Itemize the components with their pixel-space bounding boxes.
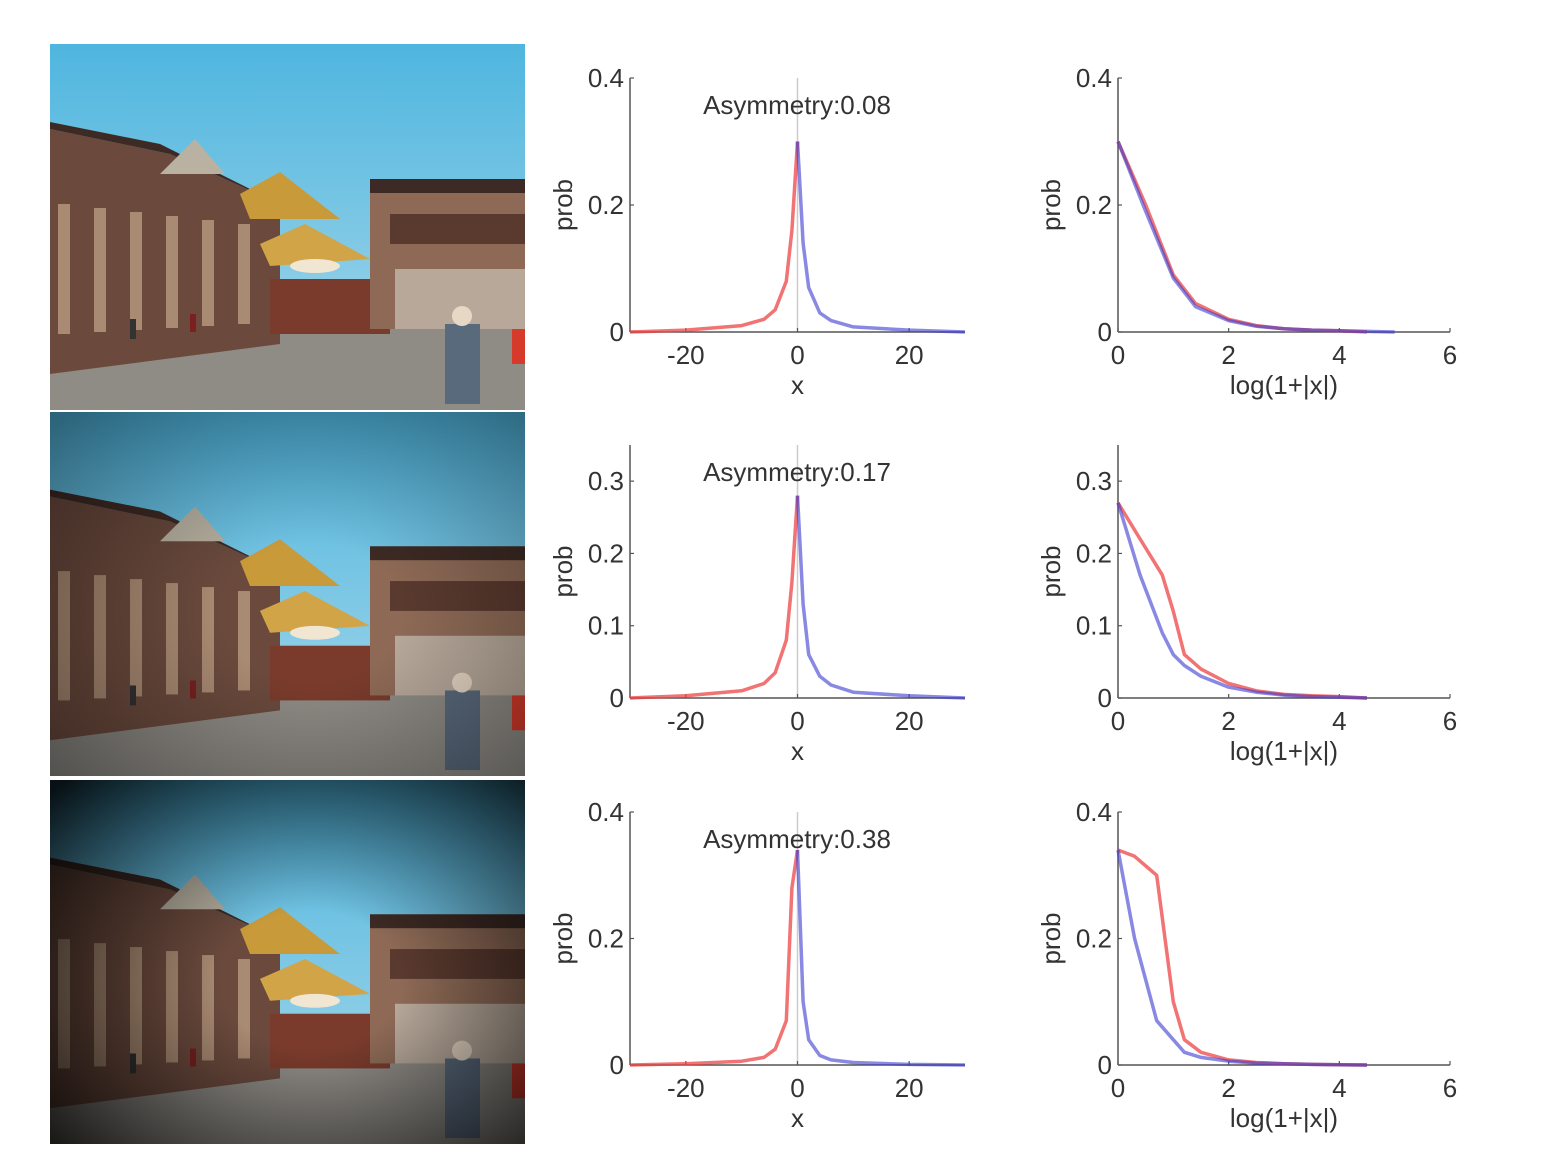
series-line-red <box>1116 501 1368 700</box>
x-axis-label: x <box>791 736 804 766</box>
y-tick-label: 0.3 <box>1076 466 1112 496</box>
y-axis-label: prob <box>548 179 578 231</box>
vignette-overlay <box>50 412 525 776</box>
x-tick-label: 2 <box>1221 1073 1235 1103</box>
series-line-blue <box>1116 502 1368 700</box>
y-tick-label: 0.1 <box>588 611 624 641</box>
series-line-blue <box>1116 849 1368 1067</box>
vignette-overlay <box>50 780 525 1144</box>
chart-row3-log: 0 0.2 0.4 0 2 4 6 log(1+|x|) prob <box>1036 797 1457 1133</box>
y-tick-label: 0 <box>610 317 624 347</box>
y-axis-label: prob <box>548 545 578 597</box>
x-tick-label: 0 <box>1111 1073 1125 1103</box>
y-tick-label: 0 <box>1098 1050 1112 1080</box>
y-axis-label: prob <box>548 912 578 964</box>
x-axis-label: log(1+|x|) <box>1230 1103 1338 1133</box>
y-tick-label: 0.4 <box>1076 797 1112 827</box>
y-tick-label: 0 <box>1098 317 1112 347</box>
chart-row2-linear: 0 0.1 0.2 0.3 -20 0 20 x prob Asymmetry:0.17 <box>548 445 966 766</box>
x-tick-label: 0 <box>790 340 804 370</box>
x-axis-label: x <box>791 1103 804 1133</box>
asymmetry-annotation: Asymmetry:0.17 <box>703 457 891 487</box>
y-tick-label: 0.4 <box>1076 63 1112 93</box>
y-tick-label: 0.2 <box>1076 924 1112 954</box>
series-line-red <box>629 849 800 1067</box>
y-tick-label: 0.1 <box>1076 611 1112 641</box>
x-tick-label: 4 <box>1332 706 1346 736</box>
series-line-blue <box>795 141 966 334</box>
chart-row2-log: 0 0.1 0.2 0.3 0 2 4 6 log(1+|x|) prob <box>1036 445 1457 766</box>
y-tick-label: 0 <box>610 683 624 713</box>
chart-row3-linear: 0 0.2 0.4 -20 0 20 x prob Asymmetry:0.38 <box>548 797 966 1133</box>
photo-strong-vignette <box>50 780 525 1144</box>
chart-row1-linear: 0 0.2 0.4 -20 0 20 x prob Asymmetry:0.08 <box>548 63 966 400</box>
y-tick-label: 0.2 <box>588 190 624 220</box>
series-line-red <box>1117 848 1368 1067</box>
y-tick-label: 0.2 <box>588 538 624 568</box>
photo-original <box>50 44 525 410</box>
series-line-blue <box>1116 140 1395 334</box>
x-tick-label: 20 <box>895 340 924 370</box>
y-tick-label: 0.3 <box>588 466 624 496</box>
x-tick-label: 6 <box>1443 706 1457 736</box>
y-axis-label: prob <box>1036 179 1066 231</box>
x-tick-label: 0 <box>1111 340 1125 370</box>
x-axis-label: x <box>791 370 804 400</box>
x-tick-label: 6 <box>1443 340 1457 370</box>
chart-row1-log: 0 0.2 0.4 0 2 4 6 log(1+|x|) prob <box>1036 63 1457 400</box>
series-line-blue <box>795 495 966 700</box>
y-tick-label: 0.2 <box>1076 538 1112 568</box>
x-tick-label: -20 <box>667 1073 705 1103</box>
x-tick-label: 0 <box>790 706 804 736</box>
asymmetry-annotation: Asymmetry:0.38 <box>703 824 891 854</box>
x-axis-label: log(1+|x|) <box>1230 370 1338 400</box>
x-tick-label: 2 <box>1221 706 1235 736</box>
x-axis-label: log(1+|x|) <box>1230 736 1338 766</box>
x-tick-label: 4 <box>1332 340 1346 370</box>
x-tick-label: 20 <box>895 1073 924 1103</box>
x-tick-label: 0 <box>790 1073 804 1103</box>
series-line-red <box>629 141 800 334</box>
x-tick-label: -20 <box>667 706 705 736</box>
y-tick-label: 0.2 <box>588 924 624 954</box>
y-tick-label: 0 <box>1098 683 1112 713</box>
photo-mild-vignette <box>50 412 525 776</box>
x-tick-label: 6 <box>1443 1073 1457 1103</box>
x-tick-label: -20 <box>667 340 705 370</box>
x-tick-label: 0 <box>1111 706 1125 736</box>
y-tick-label: 0.2 <box>1076 190 1112 220</box>
y-axis-label: prob <box>1036 912 1066 964</box>
y-tick-label: 0 <box>610 1050 624 1080</box>
y-tick-label: 0.4 <box>588 797 624 827</box>
y-axis-label: prob <box>1036 545 1066 597</box>
x-tick-label: 4 <box>1332 1073 1346 1103</box>
x-tick-label: 20 <box>895 706 924 736</box>
x-tick-label: 2 <box>1221 340 1235 370</box>
y-tick-label: 0.4 <box>588 63 624 93</box>
vignette-overlay <box>50 44 525 410</box>
series-line-red <box>629 495 800 700</box>
series-line-blue <box>795 849 966 1067</box>
asymmetry-annotation: Asymmetry:0.08 <box>703 90 891 120</box>
